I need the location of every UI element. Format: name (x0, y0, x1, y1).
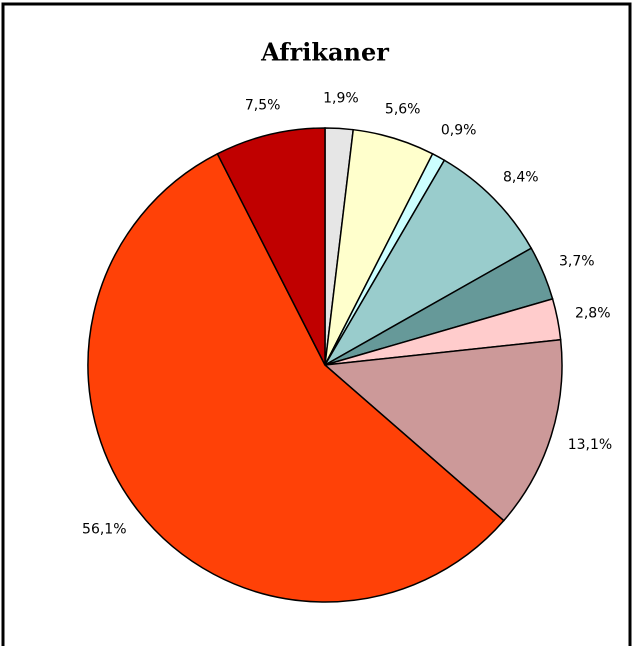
data-label: 1,9% (323, 90, 359, 106)
data-label: 0,9% (441, 123, 477, 139)
data-label: 2,8% (575, 305, 611, 321)
chart-title: Afrikaner (260, 38, 389, 67)
data-label: 56,1% (82, 521, 126, 537)
data-label: 5,6% (385, 102, 421, 118)
data-label: 13,1% (568, 437, 612, 453)
data-label: 3,7% (559, 253, 595, 269)
data-label: 7,5% (245, 97, 281, 113)
data-label: 8,4% (503, 169, 539, 185)
pie-slice (322, 159, 533, 368)
pie-slice (216, 127, 326, 366)
pie-slice (323, 338, 563, 522)
pie-slice (87, 152, 505, 603)
